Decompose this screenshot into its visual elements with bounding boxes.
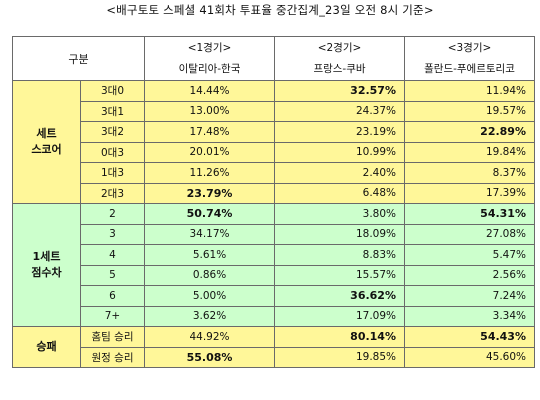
vote-rate-cell-game-1: 17.48% — [144, 121, 275, 143]
table-row: 원정 승리 55.08% 19.85% 45.60% — [13, 346, 535, 368]
section-group-line-1: 1세트 — [32, 250, 61, 263]
vote-rate-cell-game-3: 45.60% — [404, 346, 535, 368]
game-2-match: 프랑스-쿠바 — [313, 63, 366, 75]
row-label: 4 — [80, 244, 145, 266]
vote-rate-cell-game-3: 7.24% — [404, 285, 535, 307]
vote-rate-cell-game-1: 50.74% — [144, 203, 275, 225]
vote-rate-cell-game-3: 19.57% — [404, 100, 535, 122]
vote-rate-cell-game-3: 17.39% — [404, 182, 535, 204]
game-1-index: <1경기> — [187, 42, 232, 54]
table-row: 1세트 점수차 2 50.74% 3.80% 54.31% — [12, 203, 535, 327]
row-label: 3 — [80, 223, 145, 245]
header-game-1: <1경기> 이탈리아-한국 — [144, 36, 275, 81]
vote-rate-cell-game-2: 80.14% — [274, 326, 405, 348]
section-group-line-1: 승패 — [36, 340, 57, 353]
vote-rate-cell-game-3: 22.89% — [404, 121, 535, 143]
row-label: 3대2 — [80, 121, 145, 143]
vote-rate-cell-game-1: 5.61% — [144, 244, 275, 266]
game-2-index: <2경기> — [317, 42, 362, 54]
row-label: 5 — [80, 264, 145, 286]
row-label: 원정 승리 — [80, 346, 145, 368]
table-row: 3대2 17.48% 23.19% 22.89% — [13, 121, 535, 143]
vote-rate-cell-game-3: 27.08% — [404, 223, 535, 245]
vote-rate-table: 구분 <1경기> 이탈리아-한국 <2경기> 프랑스-쿠바 <3경기> 폴란드-… — [12, 36, 535, 368]
vote-rate-cell-game-3: 54.43% — [404, 326, 535, 348]
vote-rate-cell-game-3: 8.37% — [404, 162, 535, 184]
header-row: 구분 <1경기> 이탈리아-한국 <2경기> 프랑스-쿠바 <3경기> 폴란드-… — [12, 36, 535, 81]
vote-rate-cell-game-2: 6.48% — [274, 182, 405, 204]
table-row: 7+ 3.62% 17.09% 3.34% — [13, 305, 535, 327]
vote-rate-cell-game-2: 36.62% — [274, 285, 405, 307]
vote-rate-cell-game-2: 18.09% — [274, 223, 405, 245]
row-label: 7+ — [80, 305, 145, 327]
vote-rate-cell-game-1: 3.62% — [144, 305, 275, 327]
table-row: 2대3 23.79% 6.48% 17.39% — [13, 182, 535, 204]
header-gubun: 구분 — [12, 36, 145, 81]
vote-rate-cell-game-1: 20.01% — [144, 141, 275, 163]
vote-rate-cell-game-1: 11.26% — [144, 162, 275, 184]
table-row: 3대1 13.00% 24.37% 19.57% — [13, 100, 535, 122]
row-label: 홈팀 승리 — [80, 326, 145, 348]
vote-rate-cell-game-2: 15.57% — [274, 264, 405, 286]
game-3-index: <3경기> — [447, 42, 492, 54]
vote-rate-cell-game-3: 5.47% — [404, 244, 535, 266]
vote-rate-cell-game-1: 23.79% — [144, 182, 275, 204]
vote-rate-cell-game-2: 24.37% — [274, 100, 405, 122]
vote-rate-cell-game-3: 2.56% — [404, 264, 535, 286]
row-label: 0대3 — [80, 141, 145, 163]
vote-rate-cell-game-3: 19.84% — [404, 141, 535, 163]
vote-rate-cell-game-2: 32.57% — [274, 80, 405, 102]
row-label: 2대3 — [80, 182, 145, 204]
table-row: 승패 홈팀 승리 44.92% 80.14% 54.43% — [12, 326, 535, 368]
table-row: 4 5.61% 8.83% 5.47% — [13, 244, 535, 266]
row-label: 3대1 — [80, 100, 145, 122]
section-group-line-1: 세트 — [36, 127, 57, 140]
header-game-3: <3경기> 폴란드-푸에르토리코 — [404, 36, 535, 81]
page-title: <배구토토 스페셜 41회차 투표율 중간집계_23일 오전 8시 기준> — [106, 3, 434, 17]
vote-rate-cell-game-2: 2.40% — [274, 162, 405, 184]
table-row: 세트 스코어 3대0 14.44% 32.57% 11.94% — [12, 80, 535, 204]
table-row: 0대3 20.01% 10.99% 19.84% — [13, 141, 535, 163]
row-label: 1대3 — [80, 162, 145, 184]
vote-rate-cell-game-1: 14.44% — [144, 80, 275, 102]
vote-rate-cell-game-3: 11.94% — [404, 80, 535, 102]
vote-rate-cell-game-2: 8.83% — [274, 244, 405, 266]
vote-rate-cell-game-2: 3.80% — [274, 203, 405, 225]
game-1-match: 이탈리아-한국 — [178, 63, 241, 75]
game-3-match: 폴란드-푸에르토리코 — [424, 63, 515, 75]
table-row: 5 0.86% 15.57% 2.56% — [13, 264, 535, 286]
vote-rate-cell-game-2: 19.85% — [274, 346, 405, 368]
vote-rate-cell-game-2: 10.99% — [274, 141, 405, 163]
row-label: 3대0 — [80, 80, 145, 102]
row-label: 2 — [80, 203, 145, 225]
vote-rate-cell-game-1: 0.86% — [144, 264, 275, 286]
table-row: 3 34.17% 18.09% 27.08% — [13, 223, 535, 245]
vote-rate-cell-game-3: 3.34% — [404, 305, 535, 327]
row-label: 6 — [80, 285, 145, 307]
vote-rate-cell-game-1: 34.17% — [144, 223, 275, 245]
section-group-label: 승패 — [12, 326, 81, 368]
vote-rate-cell-game-1: 44.92% — [144, 326, 275, 348]
vote-rate-cell-game-1: 13.00% — [144, 100, 275, 122]
table-row: 1대3 11.26% 2.40% 8.37% — [13, 162, 535, 184]
vote-rate-cell-game-1: 55.08% — [144, 346, 275, 368]
section-group-line-2: 스코어 — [31, 143, 62, 156]
vote-rate-table-wrapper: 구분 <1경기> 이탈리아-한국 <2경기> 프랑스-쿠바 <3경기> 폴란드-… — [12, 36, 535, 368]
header-game-2: <2경기> 프랑스-쿠바 — [274, 36, 405, 81]
vote-rate-cell-game-2: 23.19% — [274, 121, 405, 143]
vote-rate-cell-game-1: 5.00% — [144, 285, 275, 307]
table-row: 6 5.00% 36.62% 7.24% — [13, 285, 535, 307]
section-group-line-2: 점수차 — [31, 266, 62, 279]
vote-rate-cell-game-3: 54.31% — [404, 203, 535, 225]
vote-rate-cell-game-2: 17.09% — [274, 305, 405, 327]
